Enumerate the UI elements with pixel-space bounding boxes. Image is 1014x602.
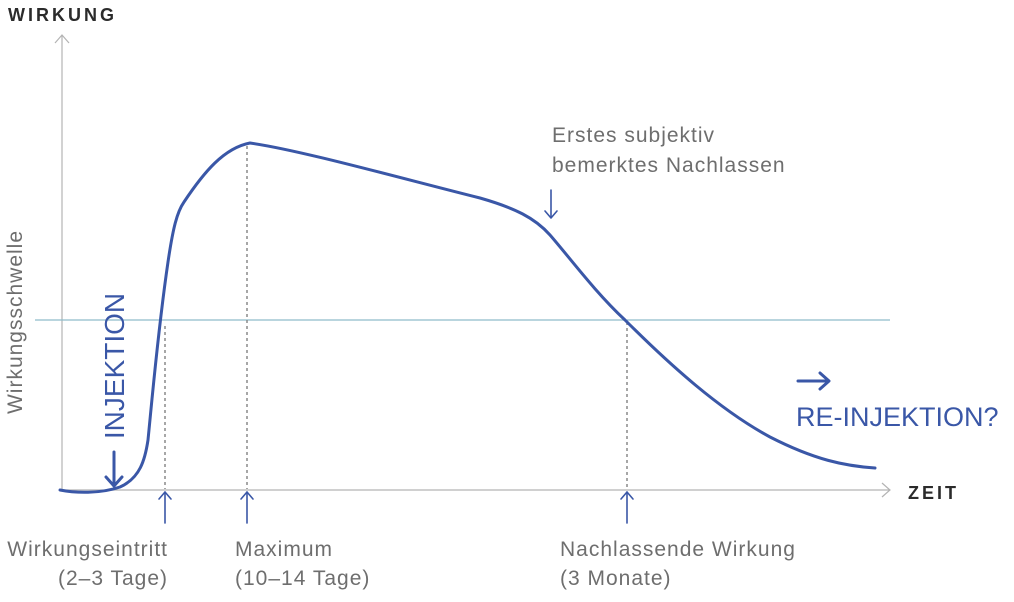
arrow-down-icon [104,450,124,488]
marker-onset: Wirkungseintritt (2–3 Tage) [7,538,168,590]
marker-sublabel: (3 Monate) [560,567,672,590]
x-axis [62,482,891,498]
y-axis-title: WIRKUNG [8,5,117,25]
annotation-line-1: Erstes subjektiv [552,124,715,147]
arrow-up-icon [240,491,254,524]
arrow-down-icon [544,189,558,219]
threshold-label: Wirkungsschwelle [4,230,27,414]
reinjection-label: RE-INJEKTION? [796,402,999,432]
marker-sublabel: (2–3 Tage) [58,567,168,590]
marker-label: Maximum [235,538,333,561]
arrow-up-icon [158,491,172,524]
injection-label: INJEKTION [99,293,130,439]
annotation-line-2: bemerktes Nachlassen [552,154,786,177]
marker-decline: Nachlassende Wirkung (3 Monate) [560,538,796,590]
marker-maximum: Maximum (10–14 Tage) [235,538,370,590]
y-axis [54,34,70,490]
y-axis-arrowhead-icon [54,34,70,44]
effect-curve [58,141,877,494]
x-axis-title: ZEIT [908,483,959,503]
arrow-right-icon [796,371,831,391]
marker-sublabel: (10–14 Tage) [235,567,370,590]
marker-label: Nachlassende Wirkung [560,538,796,561]
x-axis-arrowhead-icon [881,482,891,498]
marker-label: Wirkungseintritt [7,538,168,561]
arrow-up-icon [620,491,634,524]
